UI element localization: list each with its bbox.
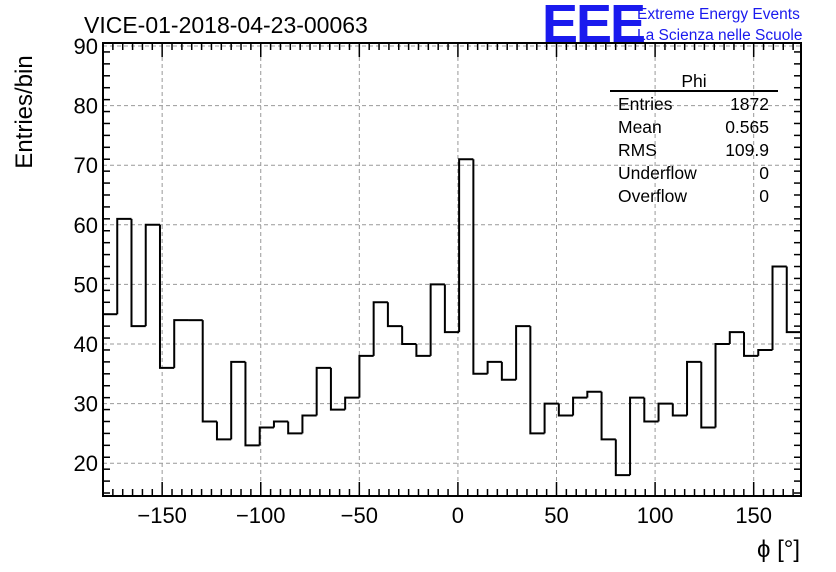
histogram-bin <box>230 360 246 440</box>
histogram-bin <box>372 301 388 356</box>
histogram-bin <box>572 396 588 416</box>
histogram-bin <box>743 332 759 357</box>
logo-line-1: Extreme Energy Events <box>637 6 800 23</box>
histogram-bin <box>173 319 189 368</box>
y-tick-label: 80 <box>74 94 98 119</box>
x-tick-label: −50 <box>341 503 378 528</box>
histogram-bin <box>785 266 801 334</box>
y-tick-label: 50 <box>74 272 98 297</box>
histogram-bin <box>443 284 460 334</box>
histogram-bin <box>329 367 346 411</box>
histogram-bin <box>757 348 773 356</box>
histogram-bin <box>215 421 232 441</box>
eee-logo: EEE Extreme Energy Events La Scienza nel… <box>542 0 802 54</box>
histogram-bin <box>771 265 787 350</box>
stats-box: Phi Entries 1872 Mean 0.565 RMS 109.9 Underflo… <box>610 71 778 206</box>
histogram-bin <box>158 224 175 369</box>
histogram-bin <box>130 218 146 328</box>
histogram-bin <box>500 361 517 381</box>
histogram-bin <box>244 361 260 447</box>
stats-label: Entries <box>618 94 673 114</box>
stats-label: Underflow <box>618 163 697 183</box>
histogram-bin <box>700 361 716 429</box>
histogram-bin <box>315 366 331 416</box>
histogram-bin <box>600 391 616 441</box>
histogram-bin <box>657 402 673 422</box>
histogram-bin <box>201 320 217 423</box>
histogram-bin <box>671 403 688 417</box>
histogram-bin <box>529 326 545 435</box>
histogram-bin <box>557 403 574 417</box>
histogram-bin <box>714 343 730 428</box>
stats-value: 1872 <box>730 94 769 114</box>
x-tick-label: 100 <box>637 503 674 528</box>
histogram-bin <box>614 439 631 477</box>
x-tick-label: −150 <box>137 503 187 528</box>
histogram-bin <box>472 159 488 375</box>
histogram-bin <box>515 325 531 380</box>
histogram-bin <box>386 302 403 328</box>
y-tick-label: 90 <box>74 34 98 59</box>
histogram-bin <box>358 354 374 398</box>
histogram-bin <box>486 360 502 374</box>
stats-value: 0 <box>759 163 769 183</box>
logo-line-2: La Scienza nelle Scuole <box>637 27 802 44</box>
histogram-bin <box>287 421 303 435</box>
histogram-bin <box>415 344 431 357</box>
x-tick-label: 0 <box>452 503 464 528</box>
y-tick-label: 30 <box>74 392 98 417</box>
histogram-bin <box>543 402 559 434</box>
histogram-bin <box>643 397 659 423</box>
histogram-bin <box>258 426 274 446</box>
stats-title: Phi <box>681 71 706 91</box>
histogram-bin <box>686 360 702 416</box>
stats-label: Mean <box>618 117 662 137</box>
plot-frame <box>102 42 802 497</box>
stats-value: 0 <box>759 186 769 206</box>
histogram-bin <box>458 158 474 333</box>
stats-rows: Entries 1872 Mean 0.565 RMS 109.9 Underflow 0 Ov… <box>618 94 769 206</box>
axis-ticks <box>103 43 801 496</box>
histogram-bin <box>728 331 745 345</box>
y-tick-label: 40 <box>74 332 98 357</box>
x-tick-label: 150 <box>735 503 772 528</box>
histogram-bars <box>103 158 801 477</box>
histogram-bin <box>344 396 360 410</box>
x-tick-label: 50 <box>544 503 568 528</box>
y-tick-label: 70 <box>74 153 98 178</box>
histogram-bin <box>272 420 289 428</box>
y-axis-title: Entries/bin <box>11 55 38 168</box>
x-axis-title: ϕ [°] <box>757 536 800 563</box>
y-tick-label: 20 <box>74 451 98 476</box>
histogram-bin <box>144 223 160 327</box>
eee-logo-mark: EEE <box>542 0 644 54</box>
chart-title: VICE-01-2018-04-23-00063 <box>84 12 368 38</box>
stats-label: RMS <box>618 140 657 160</box>
x-tick-labels: −150 −100 −50 0 50 100 150 <box>137 503 772 528</box>
histogram-bin <box>429 283 445 356</box>
histogram-bin <box>301 414 317 434</box>
histogram-bin <box>629 396 645 476</box>
stats-value: 0.565 <box>725 117 769 137</box>
histogram-bin <box>116 217 132 315</box>
y-tick-labels: 20 30 40 50 60 70 80 90 <box>74 34 98 476</box>
histogram-bin <box>586 390 602 398</box>
x-tick-label: −100 <box>236 503 286 528</box>
histogram-bin <box>401 326 417 346</box>
stats-label: Overflow <box>618 186 687 206</box>
grid-lines <box>103 43 801 496</box>
y-tick-label: 60 <box>74 213 98 238</box>
stats-value: 109.9 <box>725 140 769 160</box>
